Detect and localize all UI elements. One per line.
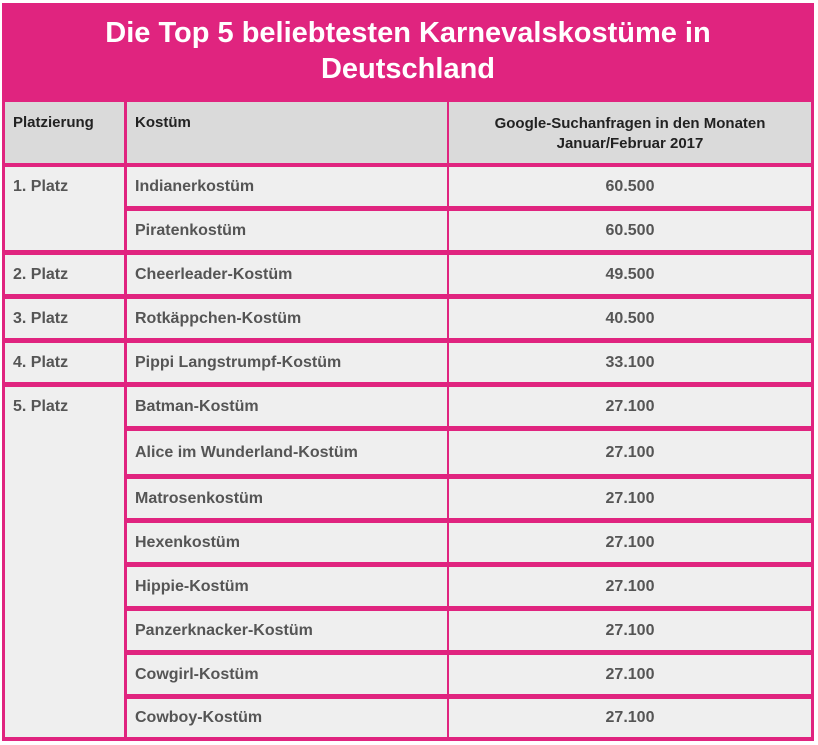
costume-cell-text: Indianerkostüm <box>135 178 255 195</box>
table-title: Die Top 5 beliebtesten Karnevalskostüme … <box>2 3 814 99</box>
costume-cell-text: Cheerleader-Kostüm <box>135 266 293 283</box>
search-count-cell: 27.100 <box>449 479 811 518</box>
search-count-cell-text: 27.100 <box>605 490 655 507</box>
costume-cell: Alice im Wunderland-Kostüm <box>127 431 447 474</box>
search-count-cell: 27.100 <box>449 699 811 737</box>
costume-cell-text: Panzerknacker-Kostüm <box>135 622 313 639</box>
header-kostuem-text: Kostüm <box>135 114 191 131</box>
search-count-cell: 49.500 <box>449 255 811 294</box>
search-count-cell: 33.100 <box>449 343 811 382</box>
search-count-cell-text: 60.500 <box>605 222 655 239</box>
costume-cell-text: Rotkäppchen-Kostüm <box>135 310 302 327</box>
table-frame: Die Top 5 beliebtesten Karnevalskostüme … <box>2 3 814 741</box>
search-count-cell: 27.100 <box>449 655 811 694</box>
search-count-cell: 40.500 <box>449 299 811 338</box>
search-count-cell-text: 27.100 <box>605 622 655 639</box>
rank-cell-text: 4. Platz <box>13 354 69 371</box>
rank-cell-text: 2. Platz <box>13 266 69 283</box>
costume-cell: Panzerknacker-Kostüm <box>127 611 447 650</box>
costume-cell-text: Alice im Wunderland-Kostüm <box>135 444 358 461</box>
search-count-cell-text: 60.500 <box>605 178 655 195</box>
rank-cell: 1. Platz <box>5 167 124 250</box>
table-title-text: Die Top 5 beliebtesten Karnevalskostüme … <box>105 17 711 85</box>
costume-cell: Matrosenkostüm <box>127 479 447 518</box>
rank-cell: 3. Platz <box>5 299 124 338</box>
data-table: Platzierung Kostüm Google-Suchanfragen in … <box>2 3 814 741</box>
search-count-cell: 27.100 <box>449 523 811 562</box>
rank-cell-text: 1. Platz <box>13 178 69 195</box>
search-count-cell-text: 27.100 <box>605 666 655 683</box>
header-platzierung: Platzierung <box>5 102 124 163</box>
search-count-cell-text: 40.500 <box>605 310 655 327</box>
costume-cell-text: Pippi Langstrumpf-Kostüm <box>135 354 342 371</box>
header-kostuem: Kostüm <box>127 102 447 163</box>
search-count-cell-text: 27.100 <box>605 534 655 551</box>
search-count-cell: 27.100 <box>449 567 811 606</box>
header-platzierung-text: Platzierung <box>13 114 94 131</box>
search-count-cell-text: 27.100 <box>605 578 655 595</box>
rank-cell: 5. Platz <box>5 387 124 737</box>
costume-cell: Hippie-Kostüm <box>127 567 447 606</box>
search-count-cell: 60.500 <box>449 211 811 250</box>
costume-cell-text: Matrosenkostüm <box>135 490 264 507</box>
costume-cell: Hexenkostüm <box>127 523 447 562</box>
search-count-cell-text: 27.100 <box>605 709 655 726</box>
search-count-cell-text: 27.100 <box>605 444 655 461</box>
header-suchanfragen: Google-Suchanfragen in den Monaten Janua… <box>449 102 811 163</box>
costume-cell: Rotkäppchen-Kostüm <box>127 299 447 338</box>
search-count-cell-text: 33.100 <box>605 354 655 371</box>
costume-cell: Batman-Kostüm <box>127 387 447 426</box>
costume-cell: Piratenkostüm <box>127 211 447 250</box>
costume-cell-text: Piratenkostüm <box>135 222 247 239</box>
search-count-cell: 27.100 <box>449 431 811 474</box>
search-count-cell: 27.100 <box>449 611 811 650</box>
search-count-cell-text: 49.500 <box>605 266 655 283</box>
search-count-cell: 27.100 <box>449 387 811 426</box>
rank-cell: 2. Platz <box>5 255 124 294</box>
costume-cell: Indianerkostüm <box>127 167 447 206</box>
costume-cell-text: Batman-Kostüm <box>135 398 259 415</box>
costume-cell: Cheerleader-Kostüm <box>127 255 447 294</box>
costume-cell-text: Hippie-Kostüm <box>135 578 249 595</box>
costume-cell-text: Cowgirl-Kostüm <box>135 666 259 683</box>
costume-cell: Pippi Langstrumpf-Kostüm <box>127 343 447 382</box>
rank-cell-text: 3. Platz <box>13 310 69 327</box>
costume-cell: Cowgirl-Kostüm <box>127 655 447 694</box>
header-suchanfragen-text: Google-Suchanfragen in den Monaten Janua… <box>494 115 766 152</box>
costume-cell-text: Cowboy-Kostüm <box>135 709 263 726</box>
costume-cell: Cowboy-Kostüm <box>127 699 447 737</box>
search-count-cell: 60.500 <box>449 167 811 206</box>
rank-cell: 4. Platz <box>5 343 124 382</box>
search-count-cell-text: 27.100 <box>605 398 655 415</box>
rank-cell-text: 5. Platz <box>13 398 69 415</box>
costume-cell-text: Hexenkostüm <box>135 534 240 551</box>
